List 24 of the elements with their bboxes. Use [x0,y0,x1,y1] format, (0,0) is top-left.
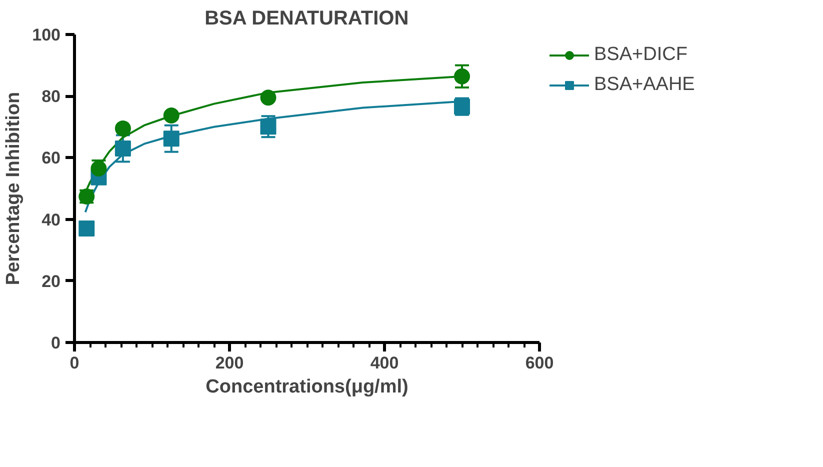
x-tick-label: 0 [70,354,80,372]
y-tick-label: 100 [32,26,61,44]
point [90,160,107,176]
point [114,140,131,156]
point [78,220,95,237]
legend-label: BSA+DICF [594,44,688,66]
x-tick-label: 200 [215,354,244,372]
x-tick-label: 400 [370,354,399,372]
chart-title: BSA DENATURATION [204,8,409,30]
y-axis-title: Percentage Inhibition [3,92,24,286]
y-tick-label: 40 [42,210,61,230]
point [163,130,180,147]
point [114,120,131,136]
legend-label: BSA+AAHE [594,74,695,96]
y-tick-label: 80 [42,87,61,106]
y-tick-label: 20 [42,272,61,291]
y-tick-label: 0 [51,334,61,352]
point [260,90,276,106]
point [260,118,276,135]
point [163,108,180,124]
x-tick-label: 600 [525,354,554,372]
y-tick-label: 60 [42,148,61,168]
x-axis-title: Concentrations(μg/ml) [206,376,408,398]
point [454,68,470,84]
